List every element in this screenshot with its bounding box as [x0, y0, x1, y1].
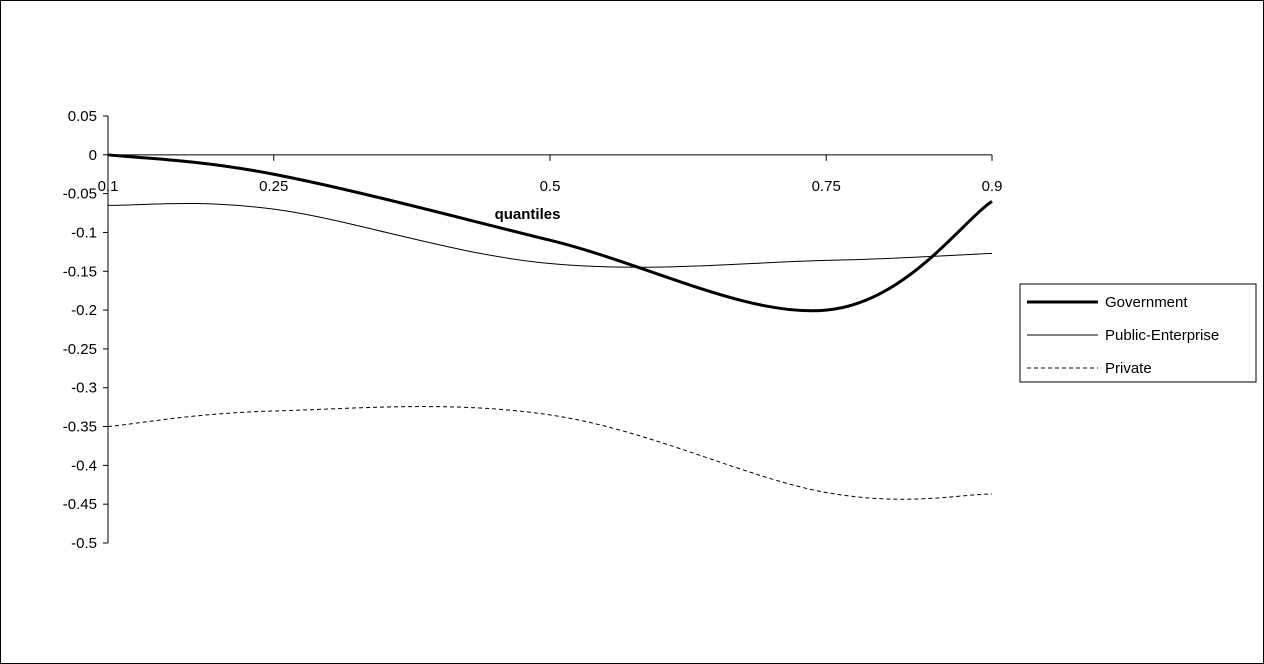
legend-label: Private [1105, 360, 1152, 377]
series-lines [107, 153, 993, 500]
y-ticks: 0.05 0 -0.05 -0.1 -0.15 -0.2 -0.25 -0.3 -0.35 -0.… [63, 108, 108, 552]
y-tick-label: -0.1 [71, 224, 97, 241]
y-tick-label: -0.4 [71, 457, 97, 474]
x-tick-label: 0.9 [982, 178, 1003, 195]
y-tick-label: -0.45 [63, 496, 97, 513]
y-tick-label: -0.15 [63, 263, 97, 280]
x-axis-title: quantiles [495, 206, 561, 223]
y-tick-label: -0.5 [71, 535, 97, 552]
series-line-public-enterprise [107, 202, 993, 268]
legend-label: Public-Enterprise [1105, 327, 1219, 344]
y-tick-label: -0.05 [63, 186, 97, 203]
series-line-private [107, 406, 993, 500]
y-tick-label: -0.35 [63, 419, 97, 436]
x-ticks: 0.1 0.25 0.5 0.75 0.9 [98, 154, 1003, 195]
y-tick-label: -0.25 [63, 341, 97, 358]
x-tick-label: 0.5 [540, 178, 561, 195]
x-tick-label: 0.25 [259, 178, 288, 195]
legend-label: Government [1105, 294, 1188, 311]
y-tick-label: 0.05 [68, 108, 97, 125]
legend-box [1019, 283, 1257, 383]
x-tick-label: 0.1 [98, 178, 119, 195]
legend: Government Public-Enterprise Private [1019, 283, 1257, 383]
y-tick-label: -0.2 [71, 302, 97, 319]
x-tick-label: 0.75 [812, 178, 841, 195]
y-tick-label: 0 [89, 147, 97, 164]
y-tick-label: -0.3 [71, 380, 97, 397]
series-line-government [107, 153, 993, 313]
